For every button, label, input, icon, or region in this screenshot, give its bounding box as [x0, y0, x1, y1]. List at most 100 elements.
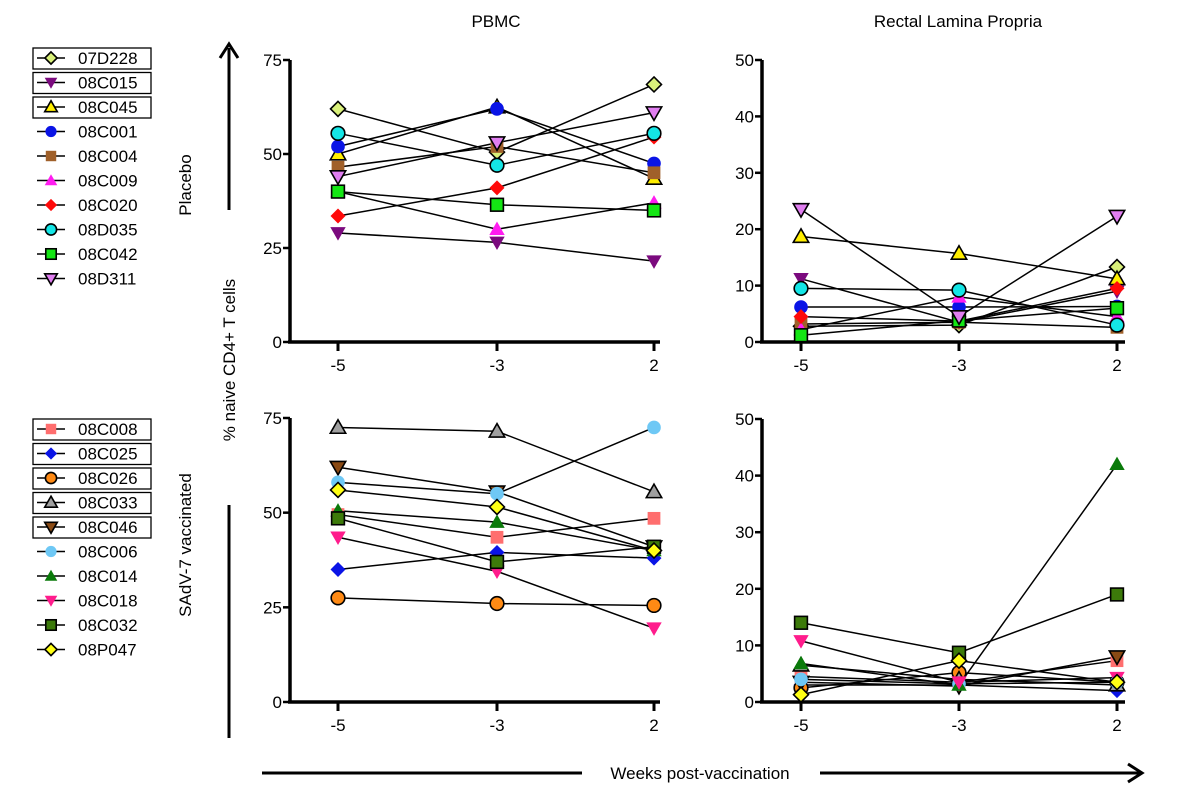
legend-label: 08C025: [78, 445, 138, 464]
legend-label: 08C020: [78, 196, 138, 215]
panel-vaccinated-rlp: 0 10 20 30 40 50 -5 -3 2: [735, 410, 1127, 735]
data-point-08D311: [328, 169, 348, 186]
data-point-08C026: [646, 597, 662, 614]
data-point-08C026: [489, 595, 505, 612]
legend-label: 08C009: [78, 172, 138, 191]
legend-item: 08C032: [37, 616, 138, 635]
y-axis-arrow: [218, 41, 240, 738]
legend-label: 08D035: [78, 221, 138, 240]
legend-marker-triangle-up-icon: [44, 569, 58, 581]
data-point-08C009: [489, 221, 505, 235]
legends: 07D228 08C015 08C045 08C001 08C004 08C009 08C0…: [32, 47, 152, 660]
legend-item: 08C026: [32, 467, 152, 490]
y-tick-label: 75: [263, 409, 282, 428]
data-point-08C020: [793, 309, 809, 325]
data-point-08C033: [644, 482, 664, 499]
y-tick-label: 50: [735, 410, 754, 429]
legend-marker-diamond-icon: [43, 642, 59, 657]
legend-label: 08C008: [78, 420, 138, 439]
series-markers: [791, 456, 1127, 704]
y-tick-label: 0: [745, 333, 754, 352]
legend-label: 08C045: [78, 98, 138, 117]
legend-item: 08C045: [32, 96, 152, 119]
data-point-08D035: [1109, 317, 1125, 333]
legend-marker-diamond-icon: [44, 198, 58, 212]
y-tick-label: 40: [735, 467, 754, 486]
legend-item-box: [32, 442, 152, 466]
x-tick-label: -3: [489, 716, 504, 735]
data-point-07D228: [329, 100, 347, 118]
data-point-08C018: [646, 622, 662, 636]
data-point-08D035: [951, 282, 967, 298]
legend-item: 08C006: [37, 543, 138, 562]
legend-item: 08C046: [32, 516, 152, 539]
column-title-pbmc: PBMC: [471, 12, 520, 31]
legend-label: 08C033: [78, 494, 138, 513]
data-point-08C025: [330, 561, 346, 577]
legend-item: 08D311: [37, 270, 136, 289]
data-point-08D311: [949, 310, 969, 326]
data-point-08C045: [791, 227, 811, 244]
y-tick-label: 25: [263, 598, 282, 617]
legend-item: 08C008: [32, 418, 152, 441]
data-point-08D035: [489, 157, 505, 173]
legend-marker-square-icon: [44, 618, 58, 632]
legend-item: 08C009: [37, 172, 138, 191]
data-point-08C018: [330, 531, 346, 545]
x-tick-label: 2: [1112, 716, 1121, 735]
legend-item: 08P047: [37, 641, 137, 660]
data-point-08P047: [329, 481, 347, 499]
legend-marker-diamond-icon: [44, 447, 58, 460]
series-markers: [328, 418, 664, 636]
y-tick-label: 20: [735, 580, 754, 599]
data-point-08C032: [1109, 587, 1125, 602]
legend-marker-triangle-down-icon: [43, 272, 59, 287]
y-tick-label: 0: [745, 693, 754, 712]
data-point-08D311: [1107, 209, 1127, 226]
data-point-08C018: [951, 676, 967, 690]
legend-item: 08C025: [32, 442, 152, 466]
y-tick-label: 30: [735, 164, 754, 183]
x-tick-label: -3: [489, 356, 504, 375]
row-title-vaccinated: SAdV-7 vaccinated: [176, 473, 195, 617]
legend-label: 08C014: [78, 567, 138, 586]
legend-item-box: [32, 71, 152, 95]
legend-label: 07D228: [78, 49, 138, 68]
legend-item: 08C015: [32, 71, 152, 95]
y-tick-label: 50: [263, 145, 282, 164]
data-point-08C042: [793, 328, 809, 343]
data-point-08C015: [489, 236, 505, 251]
data-point-08C042: [646, 203, 662, 218]
data-point-08C032: [489, 554, 505, 570]
data-point-08C020: [330, 208, 346, 224]
data-point-08C014: [793, 655, 809, 670]
legend-item-box: [32, 491, 152, 515]
y-tick-label: 50: [735, 51, 754, 70]
legend-label: 08C001: [78, 123, 138, 142]
panel-placebo-rlp: 0 10 20 30 40 50 -5 -3 2: [735, 51, 1127, 375]
legend-label: 08C032: [78, 616, 138, 635]
data-point-08D035: [330, 125, 346, 141]
data-point-08C026: [330, 590, 346, 606]
data-point-08C014: [489, 514, 505, 528]
legend-item-box: [32, 96, 152, 119]
data-point-08C015: [646, 255, 662, 269]
data-point-08C032: [330, 511, 346, 526]
legend-label: 08C015: [78, 74, 138, 93]
legend-label: 08C046: [78, 518, 138, 537]
y-tick-label: 40: [735, 107, 754, 126]
legend-item: 08C033: [32, 491, 152, 515]
data-point-08C045: [949, 244, 969, 261]
y-tick-label: 10: [735, 636, 754, 655]
data-point-08D311: [644, 106, 664, 122]
x-tick-label: 2: [649, 356, 658, 375]
x-axis-title: Weeks post-vaccination: [610, 764, 789, 783]
x-tick-label: -5: [793, 716, 808, 735]
legend-label: 08C042: [78, 245, 138, 264]
data-point-08P047: [792, 686, 810, 704]
column-title-rlp: Rectal Lamina Propria: [874, 12, 1043, 31]
data-point-08C015: [793, 273, 809, 287]
data-point-08C015: [330, 227, 346, 241]
legend-marker-square-icon: [45, 423, 57, 435]
